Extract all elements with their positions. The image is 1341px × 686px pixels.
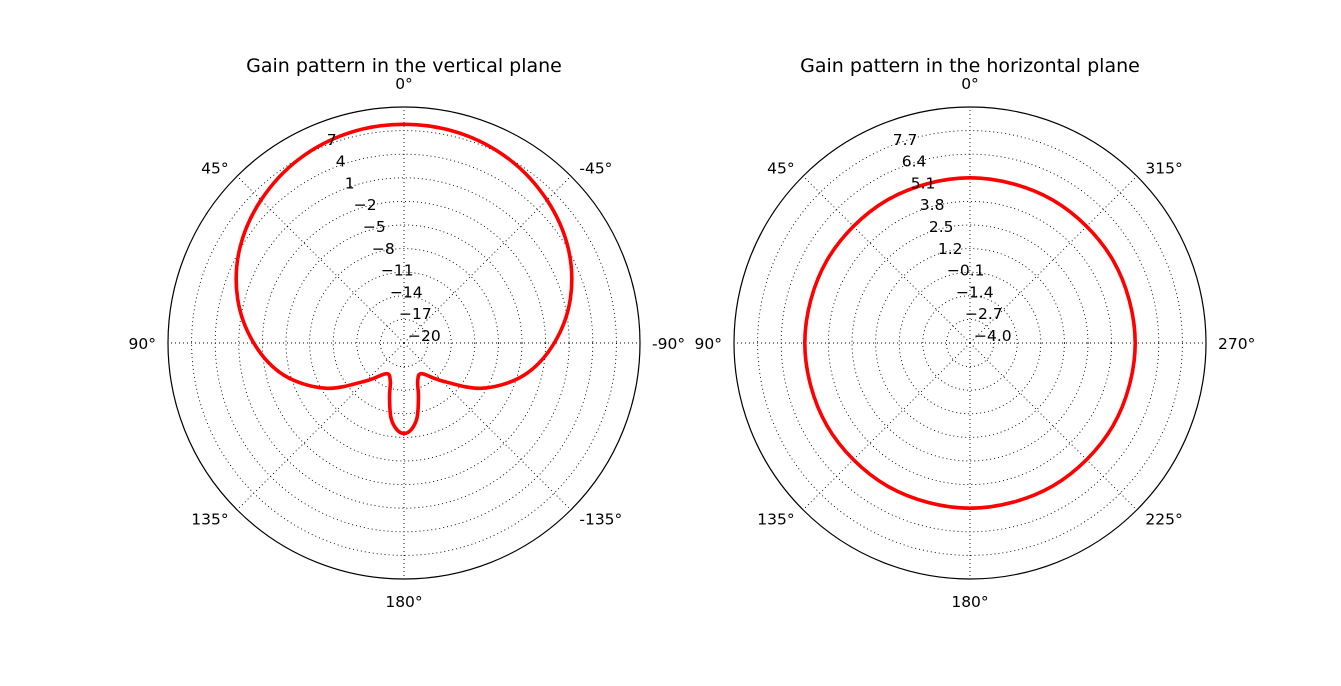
- angular-grid-line: [802, 175, 971, 344]
- gain-curve: [234, 122, 574, 436]
- radial-grid-circle: [898, 271, 1042, 415]
- radial-tick-label: 1.2: [938, 240, 963, 258]
- radial-grid-circle: [238, 177, 570, 509]
- radial-tick-label: −1.4: [956, 283, 994, 301]
- gain-curve: [803, 176, 1137, 510]
- angular-grid-line: [236, 175, 405, 344]
- angle-tick-label: 0°: [961, 75, 979, 93]
- angle-tick-label: 90°: [129, 335, 156, 353]
- radial-grid-circle: [875, 248, 1065, 438]
- radial-grid-circle: [827, 200, 1113, 486]
- radial-tick-label: 3.8: [920, 196, 945, 214]
- angle-tick-label: 45°: [767, 160, 794, 178]
- radial-grid-circle: [309, 248, 499, 438]
- radial-tick-label: 1: [345, 174, 355, 192]
- angle-tick-label: 225°: [1145, 510, 1182, 528]
- radial-grid-circle: [379, 318, 429, 368]
- radial-tick-label: −20: [408, 327, 441, 345]
- horizontal-plane-polar-chart: −4.0 −2.7 −1.4 −0.1 1.2 2.5 3.8 5.1 6.4 7.7 0° 45° 9…: [695, 55, 1256, 611]
- chart-title: Gain pattern in the horizontal plane: [800, 55, 1140, 77]
- angle-tick-label: 135°: [757, 510, 794, 528]
- radial-grid-circle: [332, 271, 476, 415]
- radial-tick-label: −2: [354, 196, 377, 214]
- angle-tick-label: -90°: [652, 335, 685, 353]
- angle-tick-label: 180°: [385, 593, 422, 611]
- radial-tick-label: 4: [336, 153, 346, 171]
- angle-tick-label: -45°: [579, 160, 612, 178]
- angle-tick-label: 180°: [951, 593, 988, 611]
- radial-tick-label: 2.5: [929, 218, 954, 236]
- angle-tick-label: 0°: [395, 75, 413, 93]
- radial-tick-label: −5: [363, 218, 386, 236]
- radial-tick-label: −2.7: [965, 305, 1003, 323]
- vertical-plane-polar-chart: −20 −17 −14 −11 −8 −5 −2 1 4 7 0° 45° 90° 135° 180° -13…: [129, 55, 686, 611]
- radial-tick-label: −4.0: [974, 327, 1012, 345]
- angle-tick-label: 135°: [191, 510, 228, 528]
- radial-tick-label: −0.1: [947, 262, 985, 280]
- radial-grid-circle: [851, 224, 1089, 462]
- angular-grid-line: [969, 175, 1138, 344]
- angle-tick-label: 315°: [1145, 160, 1182, 178]
- polar-frame: [167, 106, 641, 580]
- chart-title: Gain pattern in the vertical plane: [246, 55, 562, 77]
- angular-grid-line: [403, 175, 572, 344]
- radial-grid-circle: [922, 295, 1018, 391]
- radial-tick-label: −11: [381, 262, 414, 280]
- radial-grid-circle: [945, 318, 995, 368]
- radial-tick-label: 7: [327, 131, 337, 149]
- radial-tick-label: −8: [372, 240, 395, 258]
- radial-grid-circle: [261, 200, 547, 486]
- angular-grid-line: [403, 342, 572, 511]
- polar-frame: [733, 106, 1207, 580]
- angle-tick-label: 45°: [201, 160, 228, 178]
- angle-tick-label: 270°: [1218, 335, 1255, 353]
- radial-tick-label: 6.4: [902, 153, 927, 171]
- angle-tick-label: -135°: [579, 510, 622, 528]
- radial-tick-label: −14: [390, 283, 423, 301]
- angle-tick-label: 90°: [695, 335, 722, 353]
- radial-tick-label: −17: [399, 305, 432, 323]
- radial-grid-circle: [285, 224, 523, 462]
- angular-grid-line: [236, 342, 405, 511]
- radial-grid-circle: [356, 295, 452, 391]
- radial-tick-label: 5.1: [911, 174, 936, 192]
- angular-grid-line: [802, 342, 971, 511]
- angular-grid-line: [969, 342, 1138, 511]
- radial-tick-label: 7.7: [893, 131, 918, 149]
